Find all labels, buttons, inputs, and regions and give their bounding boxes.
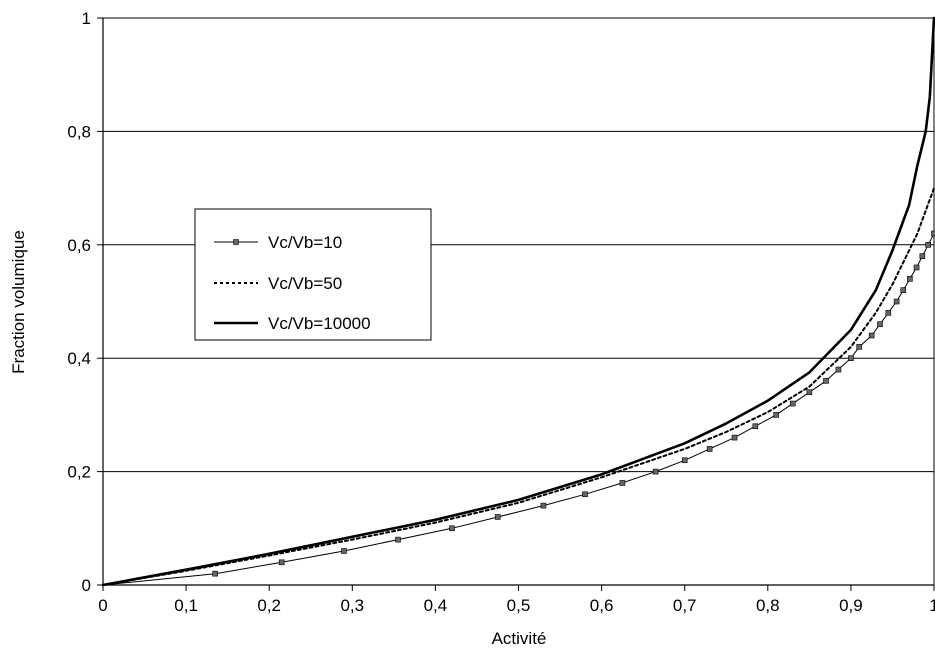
- x-tick-label: 0,1: [174, 596, 198, 615]
- data-point: [868, 332, 875, 339]
- data-point: [856, 344, 863, 350]
- plot-area: [101, 16, 935, 587]
- legend-box: [194, 208, 432, 341]
- data-point: [789, 400, 796, 407]
- axes: [97, 17, 935, 591]
- data-point: [835, 366, 842, 373]
- data-point: [893, 298, 900, 305]
- data-point: [731, 434, 738, 441]
- data-point: [752, 423, 759, 430]
- data-point: [395, 536, 401, 543]
- data-point: [494, 514, 501, 520]
- data-point: [582, 491, 588, 498]
- y-tick-label: 0: [82, 576, 91, 595]
- data-point: [278, 559, 285, 566]
- x-axis-title: Activité: [492, 629, 547, 648]
- data-point: [706, 446, 713, 452]
- x-tick-label: 0,5: [507, 596, 531, 615]
- data-point: [681, 457, 688, 464]
- x-tick-label: 0,8: [756, 596, 780, 615]
- data-point: [900, 287, 907, 293]
- x-tick-label: 0: [98, 596, 107, 615]
- data-point: [619, 480, 626, 486]
- y-tick-label: 0,8: [67, 122, 91, 141]
- x-tick-label: 1: [929, 596, 935, 615]
- data-point: [885, 310, 892, 316]
- x-tick-label: 0,6: [590, 596, 614, 615]
- y-tick-label: 1: [82, 9, 91, 28]
- y-tick-label: 0,2: [67, 463, 91, 482]
- x-tick-label: 0,3: [340, 596, 364, 615]
- series-line-2: [102, 187, 935, 586]
- data-point: [806, 389, 813, 396]
- y-tick-label: 0,6: [67, 236, 91, 255]
- data-point: [212, 570, 218, 577]
- tick-labels: 0 0,2 0,4 0,6 0,8 1 0 0,1 0,2 0,3 0,4 0,5 0,6 0,7 0,8 0…: [67, 9, 935, 615]
- y-axis-title: Fraction volumique: [9, 230, 28, 374]
- data-point: [773, 412, 779, 418]
- legend-label-3: Vc/Vb=10000: [268, 314, 371, 333]
- x-tick-label: 0,7: [673, 596, 697, 615]
- data-point: [925, 242, 931, 248]
- series-line-3: [101, 16, 935, 587]
- data-point: [823, 378, 829, 384]
- x-tick-label: 0,2: [257, 596, 281, 615]
- data-point: [919, 253, 926, 259]
- legend-label-2: Vc/Vb=50: [268, 274, 342, 293]
- data-point: [652, 468, 659, 475]
- legend-marker: [233, 239, 239, 245]
- data-point: [449, 525, 455, 532]
- y-tick-label: 0,4: [67, 349, 91, 368]
- data-point: [848, 355, 854, 362]
- data-point: [907, 276, 913, 282]
- data-point: [540, 502, 547, 509]
- data-point: [341, 548, 347, 554]
- x-tick-label: 0,9: [839, 596, 863, 615]
- legend: Vc/Vb=10 Vc/Vb=50 Vc/Vb=10000: [194, 208, 432, 341]
- x-tick-label: 0,4: [424, 596, 448, 615]
- data-point: [877, 321, 883, 327]
- data-point: [931, 230, 935, 237]
- data-point: [913, 264, 920, 271]
- legend-label-1: Vc/Vb=10: [268, 233, 342, 252]
